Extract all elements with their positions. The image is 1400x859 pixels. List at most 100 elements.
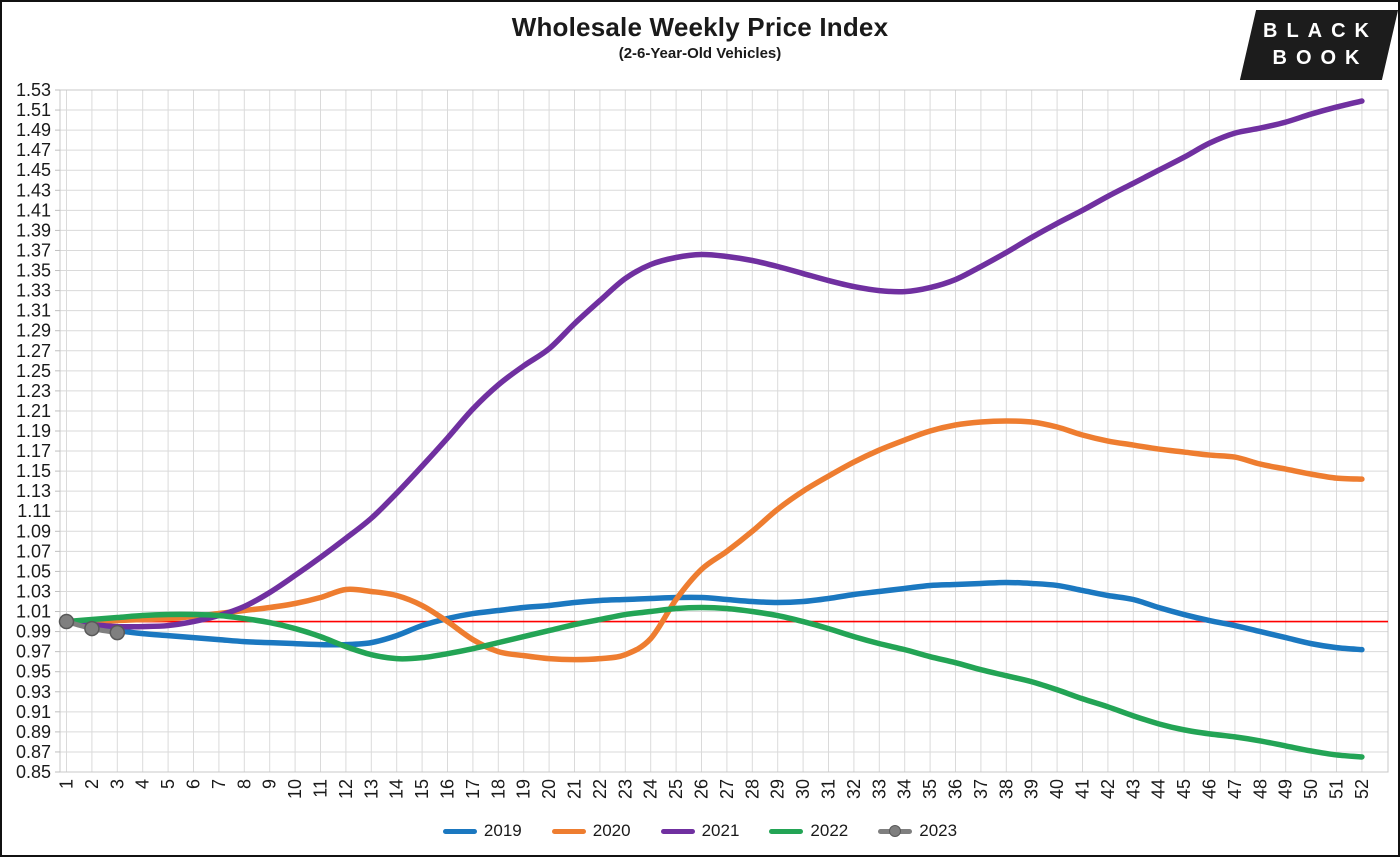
svg-text:1.07: 1.07 bbox=[16, 541, 51, 561]
svg-text:18: 18 bbox=[488, 779, 508, 799]
svg-text:8: 8 bbox=[234, 779, 254, 789]
svg-text:1.05: 1.05 bbox=[16, 561, 51, 581]
svg-text:4: 4 bbox=[133, 779, 153, 789]
series-2021 bbox=[63, 98, 1365, 630]
svg-text:34: 34 bbox=[895, 779, 915, 799]
svg-text:1.17: 1.17 bbox=[16, 441, 51, 461]
svg-text:51: 51 bbox=[1327, 779, 1347, 799]
legend-label-2019: 2019 bbox=[483, 821, 522, 840]
series-2023 bbox=[58, 613, 126, 641]
legend-item-2023: 2023 bbox=[878, 821, 957, 841]
svg-text:23: 23 bbox=[615, 779, 635, 799]
svg-text:19: 19 bbox=[514, 779, 534, 799]
svg-text:0.95: 0.95 bbox=[16, 662, 51, 682]
svg-text:21: 21 bbox=[565, 779, 585, 799]
svg-text:1.11: 1.11 bbox=[17, 501, 51, 521]
legend-swatch-2023 bbox=[878, 825, 913, 837]
svg-text:16: 16 bbox=[438, 779, 458, 799]
svg-text:49: 49 bbox=[1276, 779, 1296, 799]
svg-text:42: 42 bbox=[1098, 779, 1118, 799]
svg-text:3: 3 bbox=[107, 779, 127, 789]
svg-text:1.43: 1.43 bbox=[16, 180, 51, 200]
svg-text:45: 45 bbox=[1174, 779, 1194, 799]
legend-swatch-2020 bbox=[551, 828, 586, 834]
legend-label-2020: 2020 bbox=[592, 821, 631, 840]
y-axis-labels: 1.531.511.491.471.451.431.411.391.371.35… bbox=[16, 80, 60, 782]
svg-text:27: 27 bbox=[717, 779, 737, 799]
svg-text:1.39: 1.39 bbox=[16, 220, 51, 240]
logo-line1: BLACK bbox=[1263, 20, 1378, 42]
svg-text:32: 32 bbox=[844, 779, 864, 799]
svg-text:15: 15 bbox=[412, 779, 432, 799]
svg-text:1.33: 1.33 bbox=[16, 281, 51, 301]
svg-text:1.01: 1.01 bbox=[16, 602, 51, 622]
svg-text:40: 40 bbox=[1047, 779, 1067, 799]
legend-swatch-2021 bbox=[660, 828, 695, 834]
gridlines bbox=[59, 89, 1389, 773]
svg-text:1.23: 1.23 bbox=[16, 381, 51, 401]
svg-text:1.09: 1.09 bbox=[16, 521, 51, 541]
svg-text:48: 48 bbox=[1250, 779, 1270, 799]
svg-text:22: 22 bbox=[590, 779, 610, 799]
chart-legend: 2019 2020 2021 2022 2023 bbox=[2, 818, 1398, 844]
svg-text:9: 9 bbox=[260, 779, 280, 789]
legend-label-2022: 2022 bbox=[810, 821, 849, 840]
svg-text:0.93: 0.93 bbox=[16, 682, 51, 702]
svg-text:1.25: 1.25 bbox=[16, 361, 51, 381]
svg-text:41: 41 bbox=[1073, 779, 1093, 799]
svg-text:7: 7 bbox=[209, 779, 229, 789]
legend-item-2022: 2022 bbox=[769, 821, 848, 841]
legend-label-2023: 2023 bbox=[919, 821, 958, 840]
legend-swatch-2019 bbox=[442, 828, 477, 834]
svg-text:37: 37 bbox=[971, 779, 991, 799]
svg-text:44: 44 bbox=[1149, 779, 1169, 799]
black-book-logo: BLACK BOOK bbox=[1239, 10, 1399, 80]
svg-text:10: 10 bbox=[285, 779, 305, 799]
svg-text:1.37: 1.37 bbox=[16, 240, 51, 260]
svg-text:0.85: 0.85 bbox=[16, 762, 51, 782]
svg-text:1.45: 1.45 bbox=[16, 160, 51, 180]
svg-text:26: 26 bbox=[692, 779, 712, 799]
page-subtitle: (2-6-Year-Old Vehicles) bbox=[618, 45, 782, 62]
svg-text:1.51: 1.51 bbox=[16, 100, 51, 120]
svg-text:52: 52 bbox=[1352, 779, 1372, 799]
series-2019 bbox=[63, 579, 1365, 653]
svg-text:0.87: 0.87 bbox=[16, 742, 51, 762]
page-title: Wholesale Weekly Price Index bbox=[511, 12, 889, 42]
svg-text:20: 20 bbox=[539, 779, 559, 799]
series-2020 bbox=[63, 418, 1365, 663]
svg-text:25: 25 bbox=[666, 779, 686, 799]
svg-text:33: 33 bbox=[869, 779, 889, 799]
svg-text:0.99: 0.99 bbox=[16, 622, 51, 642]
svg-text:47: 47 bbox=[1225, 779, 1245, 799]
svg-text:0.91: 0.91 bbox=[16, 702, 51, 722]
svg-text:1.27: 1.27 bbox=[16, 341, 51, 361]
legend-item-2019: 2019 bbox=[442, 821, 522, 841]
svg-text:2: 2 bbox=[82, 779, 102, 789]
svg-text:17: 17 bbox=[463, 779, 483, 799]
svg-text:1.15: 1.15 bbox=[16, 461, 51, 481]
legend-swatch-2022 bbox=[769, 828, 804, 834]
svg-text:29: 29 bbox=[768, 779, 788, 799]
svg-text:1.21: 1.21 bbox=[16, 401, 51, 421]
svg-text:11: 11 bbox=[311, 779, 331, 798]
svg-text:0.89: 0.89 bbox=[16, 722, 51, 742]
svg-text:1.47: 1.47 bbox=[16, 140, 51, 160]
x-axis-labels: 1 2 3 4 5 6 7 8 9 10 11 12 13 14 15 16 17 18 19 20 21 22 23 24 2… bbox=[57, 779, 1372, 799]
svg-text:1.41: 1.41 bbox=[16, 200, 51, 220]
svg-text:43: 43 bbox=[1123, 779, 1143, 799]
svg-text:30: 30 bbox=[793, 779, 813, 799]
legend-marker-dot bbox=[889, 825, 902, 837]
svg-text:5: 5 bbox=[158, 779, 178, 789]
svg-text:35: 35 bbox=[920, 779, 940, 799]
legend-item-2021: 2021 bbox=[660, 821, 740, 841]
logo-text: BLACK BOOK bbox=[1240, 10, 1392, 80]
svg-text:14: 14 bbox=[387, 779, 407, 799]
svg-text:39: 39 bbox=[1022, 779, 1042, 799]
svg-text:50: 50 bbox=[1301, 779, 1321, 799]
svg-text:1.53: 1.53 bbox=[16, 80, 51, 100]
svg-text:1.49: 1.49 bbox=[16, 120, 51, 140]
svg-text:1.13: 1.13 bbox=[16, 481, 51, 501]
legend-label-2021: 2021 bbox=[701, 821, 740, 840]
